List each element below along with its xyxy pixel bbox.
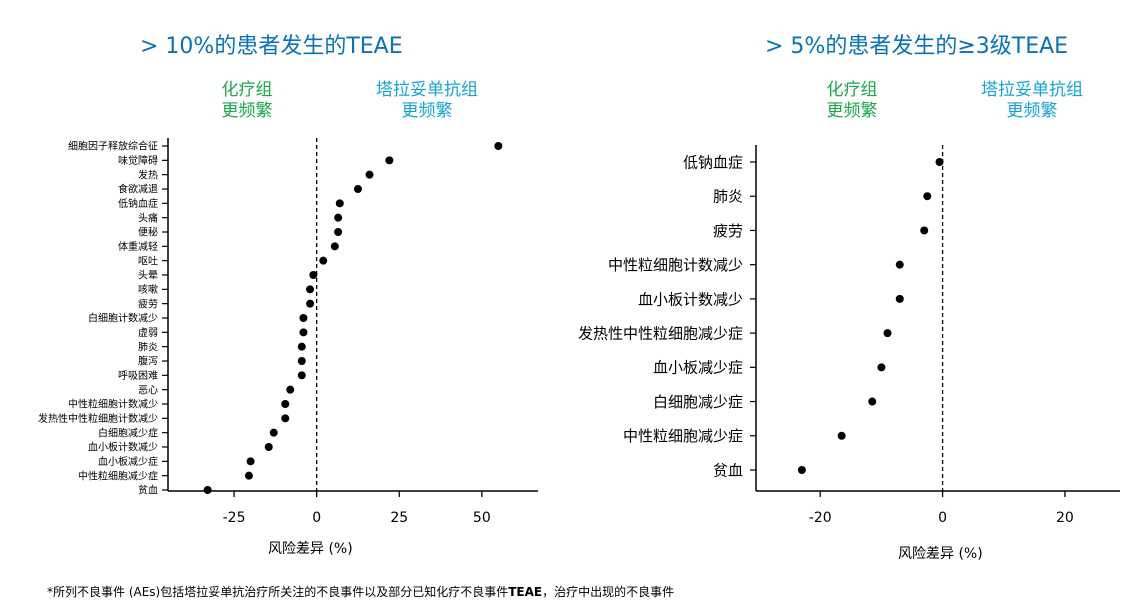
chart2-row-label: 中性粒细胞计数减少 <box>608 256 743 274</box>
chart1-row-label: 肺炎 <box>138 341 158 353</box>
chart1-data-point <box>281 400 290 408</box>
chart1-row-label: 血小板减少症 <box>98 455 158 468</box>
chart1-x-axis-title: 风险差异 (%) <box>268 541 353 557</box>
chart1-x-tick-label: 0 <box>312 510 321 526</box>
chart1-row-label: 疲劳 <box>138 297 158 310</box>
chart2-row-label: 中性粒细胞减少症 <box>623 427 743 445</box>
chart1-row-label: 食欲减退 <box>118 183 158 196</box>
chart1-data-point <box>297 371 306 380</box>
chart2-data-point <box>877 363 886 372</box>
chart1-data-point <box>365 170 374 179</box>
chart2-data-point <box>920 226 929 235</box>
chart1-data-point <box>297 357 306 365</box>
chart1-data-point <box>353 185 362 193</box>
chart1-row-label: 头晕 <box>138 270 158 282</box>
chart1-row-label: 贫血 <box>138 484 158 497</box>
chart1-data-point <box>334 213 343 222</box>
chart1-x-tick-label: 50 <box>473 510 491 526</box>
chart1-data-point <box>264 443 273 451</box>
chart1-row-label: 恶心 <box>138 384 158 396</box>
chart1-data-point <box>297 342 306 351</box>
chart1-data-point <box>330 242 339 251</box>
chart2-data-point <box>797 466 806 474</box>
chart1-row-label: 中性粒细胞计数减少 <box>68 398 158 411</box>
chart1-x-tick-label: 25 <box>390 510 408 526</box>
chart1-data-point <box>203 486 212 494</box>
chart2-x-axis-title: 风险差异 (%) <box>898 546 983 562</box>
chart1-row-label: 腹泻 <box>138 355 158 368</box>
chart1-row-label: 虚弱 <box>138 327 158 339</box>
chart2-title: > 5%的患者发生的≥3级TEAE <box>765 34 1069 59</box>
chart1-row-label: 味觉障碍 <box>118 154 158 167</box>
chart1-row-label: 呼吸困难 <box>118 370 158 382</box>
chart2-data-point <box>868 397 877 406</box>
chart1-data-point <box>299 328 308 337</box>
chart1-data-point <box>309 271 318 279</box>
chart1-data-point <box>246 457 255 466</box>
footnote: *所列不良事件 (AEs)包括塔拉妥单抗治疗所关注的不良事件以及部分已知化疗不良… <box>47 585 675 599</box>
chart1-data-point <box>319 256 328 265</box>
chart1-x-tick-label: -25 <box>223 510 246 526</box>
chart2-data-point <box>923 192 932 201</box>
chart2-data-point <box>895 260 904 269</box>
chart1-row-label: 发热性中性粒细胞计数减少 <box>38 412 158 425</box>
chart1-row-label: 白细胞减少症 <box>98 426 158 439</box>
chart1-data-point <box>299 314 308 322</box>
chart1-data-point <box>281 414 290 423</box>
chart2-data-point <box>883 329 892 338</box>
chart2-row-label: 疲劳 <box>713 222 743 240</box>
chart1-data-point <box>306 299 315 308</box>
chart1-data-point <box>269 428 278 437</box>
chart1-data-point <box>286 385 295 394</box>
chart1-row-label: 细胞因子释放综合征 <box>68 140 158 153</box>
chart1-row-label: 体重减轻 <box>118 240 158 253</box>
chart1-row-label: 低钠血症 <box>118 197 158 210</box>
chart1-row-label: 发热 <box>138 168 158 181</box>
chart2-row-label: 低钠血症 <box>683 153 743 171</box>
chart2-x-tick-label: 0 <box>938 510 947 526</box>
chart1-row-label: 血小板计数减少 <box>88 441 158 454</box>
chart2-row-label: 血小板计数减少 <box>638 290 743 308</box>
chart1-left-group-label: 化疗组 更频繁 <box>221 80 273 121</box>
chart2-right-group-label: 塔拉妥单抗组 更频繁 <box>981 80 1083 121</box>
chart1-right-group-label: 塔拉妥单抗组 更频繁 <box>376 80 478 121</box>
chart1-data-point <box>244 471 253 480</box>
chart1-data-point <box>335 199 344 208</box>
chart1-row-label: 头痛 <box>138 211 158 224</box>
chart2-row-label: 白细胞减少症 <box>653 393 743 411</box>
chart2-x-tick-label: 20 <box>1056 510 1074 526</box>
chart2-row-label: 肺炎 <box>713 188 743 206</box>
chart1-data-point <box>306 285 315 294</box>
chart2-row-label: 贫血 <box>713 461 743 479</box>
chart2-row-label: 发热性中性粒细胞减少症 <box>578 325 743 343</box>
chart1-row-label: 便秘 <box>138 226 158 239</box>
chart2-row-label: 血小板减少症 <box>653 359 743 377</box>
chart1-title: > 10%的患者发生的TEAE <box>140 34 403 59</box>
chart1-row-label: 咳嗽 <box>138 283 158 296</box>
chart1-data-point <box>334 228 343 236</box>
chart2-x-tick-label: -20 <box>809 510 832 526</box>
chart1-row-label: 中性粒细胞减少症 <box>78 469 158 482</box>
chart2-data-point <box>895 294 904 303</box>
chart1-data-point <box>385 156 394 165</box>
chart1-data-point <box>494 142 503 150</box>
chart1-row-label: 白细胞计数减少 <box>88 312 158 325</box>
chart2-data-point <box>837 431 846 440</box>
chart2-left-group-label: 化疗组 更频繁 <box>826 80 878 121</box>
chart2-data-point <box>935 158 944 166</box>
chart1-row-label: 呕吐 <box>138 255 158 267</box>
